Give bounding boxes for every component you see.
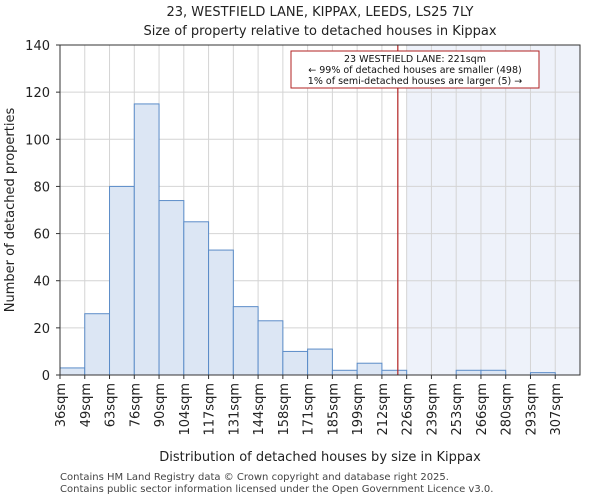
y-tick-label: 0 [42,369,50,384]
y-axis-label: Number of detached properties [3,108,18,313]
x-axis-label: Distribution of detached houses by size … [159,450,481,465]
x-tick-label: 158sqm [277,383,292,436]
y-tick-label: 80 [33,180,50,195]
annotation-line: ← 99% of detached houses are smaller (49… [308,65,521,76]
chart-subtitle: Size of property relative to detached ho… [143,24,496,39]
y-tick-label: 20 [33,322,50,337]
x-tick-label: 199sqm [351,383,366,436]
annotation-line: 23 WESTFIELD LANE: 221sqm [344,54,486,65]
bar [232,306,259,376]
highlight-region [406,45,580,375]
bar [381,369,408,376]
x-tick-label: 144sqm [252,383,267,436]
annotation-box: 23 WESTFIELD LANE: 221sqm← 99% of detach… [290,50,540,89]
annotation-line: 1% of semi-detached houses are larger (5… [308,76,522,87]
y-tick-label: 40 [33,275,50,290]
x-tick-label: 90sqm [153,383,168,427]
x-tick-label: 171sqm [302,383,317,436]
bar [455,369,482,376]
x-tick-label: 63sqm [104,383,119,427]
x-tick-label: 117sqm [203,383,218,436]
x-tick-label: 49sqm [79,383,94,427]
bar [282,350,309,376]
bar [84,313,111,376]
x-tick-label: 307sqm [549,383,564,436]
x-tick-label: 185sqm [326,383,341,436]
x-tick-label: 76sqm [128,383,143,427]
annotation-frame [290,50,540,89]
y-tick-label: 140 [25,39,50,54]
bar [257,320,284,376]
bar [109,185,135,376]
footer-licence: Contains public sector information licen… [60,484,494,495]
x-tick-label: 253sqm [450,383,465,436]
bar [59,367,86,376]
bar [133,103,160,376]
x-tick-label: 131sqm [227,383,242,436]
chart-title: 23, WESTFIELD LANE, KIPPAX, LEEDS, LS25 … [167,5,474,20]
bar [307,348,333,376]
x-tick-label: 104sqm [178,383,193,436]
y-tick-label: 60 [33,228,50,243]
bar [480,369,507,376]
x-tick-label: 280sqm [500,383,515,436]
bar [356,362,383,376]
bar [183,221,210,376]
x-tick-label: 36sqm [54,383,69,427]
x-tick-label: 266sqm [475,383,490,436]
x-tick-label: 226sqm [401,383,416,436]
x-tick-label: 239sqm [425,383,440,436]
footer-copyright: Contains HM Land Registry data © Crown c… [60,472,449,483]
bar [208,249,234,376]
bar [331,369,358,376]
x-tick-label: 212sqm [376,383,391,436]
bar [158,200,185,376]
y-tick-label: 100 [25,133,50,148]
y-tick-label: 120 [25,86,50,101]
plot-frame [59,44,581,376]
x-tick-label: 293sqm [524,383,539,436]
